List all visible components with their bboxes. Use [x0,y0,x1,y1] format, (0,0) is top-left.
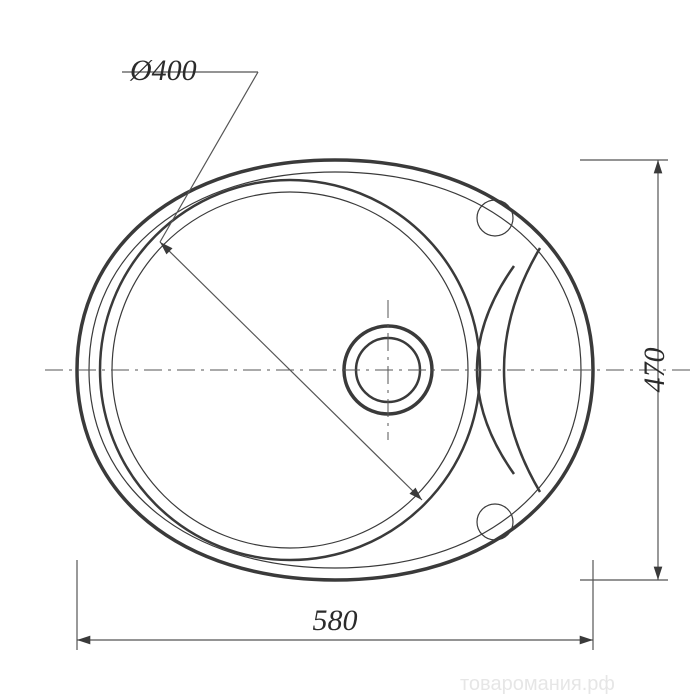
diameter-label: Ø400 [129,54,197,87]
height-arrow-bottom [654,567,663,580]
height-label: 470 [638,348,671,393]
width-arrow-right [580,636,593,645]
sink-technical-drawing: Ø400 580 470 товаромания.рф [0,0,700,700]
width-arrow-left [77,636,90,645]
width-label: 580 [313,604,358,637]
height-arrow-top [654,160,663,173]
diameter-dimension-line [160,242,422,500]
diameter-leader-diagonal [160,72,258,242]
watermark-text: товаромания.рф [460,673,615,695]
tap-hole-top [477,200,513,236]
tap-hole-bottom [477,504,513,540]
